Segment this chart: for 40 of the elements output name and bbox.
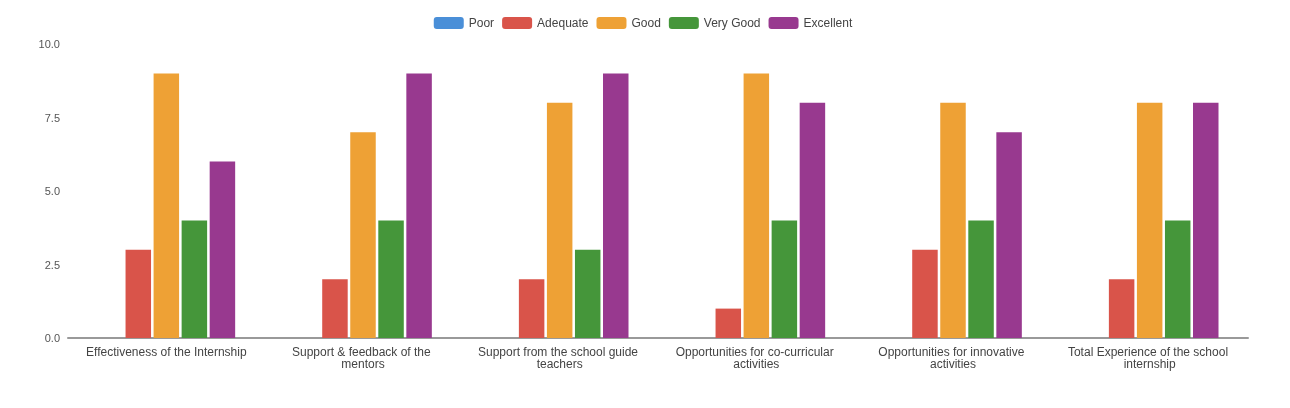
bar: [715, 308, 742, 338]
bar: [518, 279, 545, 338]
x-tick-label: Support & feedback of the mentors: [291, 345, 435, 371]
bar: [1193, 102, 1219, 338]
bar: [603, 73, 629, 338]
legend-label: Poor: [468, 16, 495, 30]
y-tick-label: 7.5: [44, 111, 60, 124]
bar: [912, 249, 938, 338]
x-tick-label: Total Experience of the school internship: [1067, 345, 1232, 371]
bar: [799, 102, 826, 338]
legend-label: Adequate: [537, 16, 589, 30]
y-tick-label: 0.0: [44, 332, 60, 344]
bar: [350, 132, 376, 338]
bar: [996, 132, 1022, 338]
bar: [771, 220, 798, 338]
y-tick-label: 5.0: [44, 185, 60, 197]
bar: [743, 73, 770, 338]
bar: [125, 249, 152, 338]
bar: [406, 73, 432, 338]
legend-label: Excellent: [803, 16, 853, 30]
legend-label: Good: [631, 16, 661, 30]
x-tick-label: Effectiveness of the Internship: [86, 345, 247, 359]
x-tick-label: Support from the school guide teachers: [477, 345, 642, 371]
y-tick-label: 2.5: [44, 258, 60, 271]
bar: [1164, 220, 1191, 338]
legend-label: Very Good: [703, 16, 761, 30]
bar: [378, 220, 404, 338]
bar: [546, 102, 573, 338]
y-tick-label: 10.0: [38, 38, 60, 50]
x-tick-label: Opportunities for co-curricular activities: [675, 345, 838, 371]
bar: [1108, 279, 1135, 338]
bar: [968, 220, 994, 338]
bar: [574, 249, 601, 338]
bar: [153, 73, 180, 338]
bar: [209, 161, 236, 338]
bar: [322, 279, 348, 338]
x-tick-label: Opportunities for innovative activities: [878, 345, 1028, 371]
bar: [181, 220, 208, 338]
bar: [940, 102, 966, 338]
bar: [1136, 102, 1163, 338]
